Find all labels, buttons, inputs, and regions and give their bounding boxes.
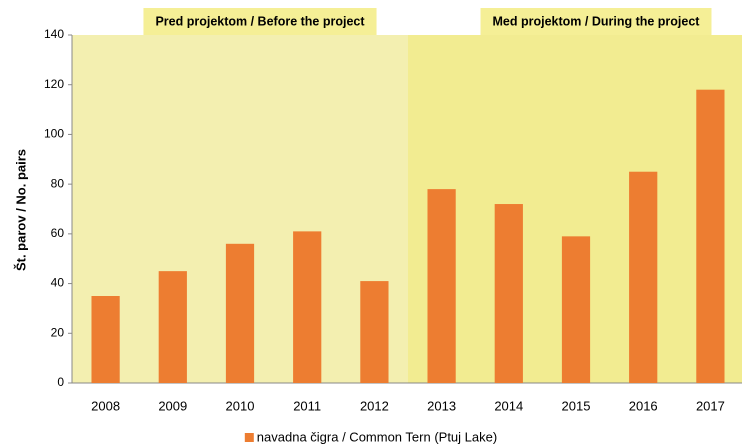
x-tick-label: 2016 — [629, 398, 658, 413]
bar — [494, 204, 523, 383]
legend-swatch — [244, 433, 254, 442]
y-tick-label: 100 — [44, 127, 64, 141]
x-tick-label: 2014 — [494, 398, 523, 413]
x-tick-label: 2011 — [293, 398, 321, 413]
x-tick-label: 2012 — [360, 398, 389, 413]
bar — [629, 171, 658, 383]
bar — [696, 89, 725, 383]
bar — [293, 231, 322, 383]
y-tick-label: 60 — [51, 226, 65, 240]
region-label-box — [143, 8, 377, 35]
x-tick-label: 2015 — [562, 398, 591, 413]
x-tick-label: 2010 — [226, 398, 255, 413]
bar — [561, 236, 591, 383]
bar — [158, 271, 187, 383]
y-axis-label: Št. parov / No. pairs — [13, 149, 28, 271]
region-label-box — [480, 8, 712, 35]
y-tick-label: 140 — [44, 27, 64, 41]
y-tick-label: 0 — [57, 375, 64, 389]
x-tick-label: 2008 — [91, 398, 120, 413]
y-tick-label: 80 — [51, 176, 65, 190]
region-label: Pred projektom / Before the project — [155, 14, 365, 28]
x-tick-label: 2017 — [696, 398, 725, 413]
y-tick-label: 120 — [44, 77, 64, 91]
bar — [360, 281, 389, 383]
y-tick-label: 20 — [51, 325, 65, 339]
x-tick-label: 2013 — [427, 398, 456, 413]
bar — [427, 189, 456, 383]
bar — [225, 243, 255, 383]
legend-label: navadna čigra / Common Tern (Ptuj Lake) — [257, 429, 497, 444]
y-tick-label: 40 — [51, 276, 65, 290]
region-label: Med projektom / During the project — [493, 14, 701, 28]
bar — [91, 296, 120, 383]
x-tick-label: 2009 — [158, 398, 187, 413]
